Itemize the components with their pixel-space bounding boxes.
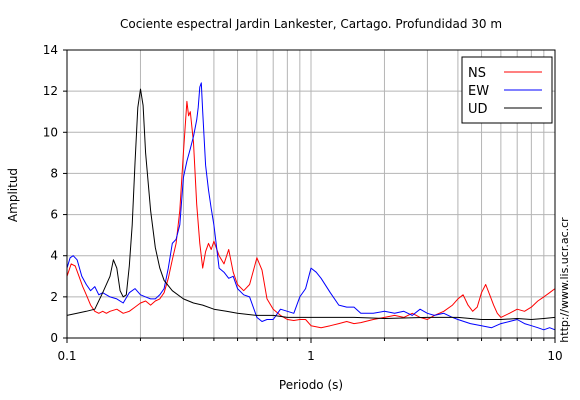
y-tick-label: 14	[43, 43, 58, 57]
watermark-url: http://www.lis.ucr.ac.cr	[558, 217, 571, 343]
y-axis-label: Amplitud	[6, 168, 20, 222]
y-tick-label: 10	[43, 125, 58, 139]
y-tick-label: 4	[50, 249, 58, 263]
series-line-ew	[66, 82, 556, 331]
legend-label-ew: EW	[468, 84, 489, 99]
y-tick-label: 0	[50, 331, 58, 345]
grid-lines	[67, 50, 555, 338]
y-tick-label: 2	[50, 290, 58, 304]
chart-title: Cociente espectral Jardin Lankester, Car…	[120, 17, 502, 31]
legend-label-ns: NS	[468, 66, 486, 81]
plot-frame	[66, 49, 556, 339]
legend-label-ud: UD	[468, 102, 488, 117]
y-tick-label: 12	[43, 84, 58, 98]
x-tick-label: 10	[547, 349, 562, 363]
x-axis-label: Periodo (s)	[279, 378, 343, 392]
series-layer	[66, 82, 556, 331]
x-tick-label: 0.1	[57, 349, 76, 363]
x-tick-label: 1	[307, 349, 315, 363]
series-line-ns	[66, 100, 556, 329]
y-tick-label: 6	[50, 208, 58, 222]
axis-ticks: 0 2 4 6 8 10 12 14 0.1 1 10	[43, 43, 563, 363]
y-tick-label: 8	[50, 166, 58, 180]
series-line-ud	[66, 88, 556, 320]
legend: NS EW UD	[461, 56, 553, 124]
